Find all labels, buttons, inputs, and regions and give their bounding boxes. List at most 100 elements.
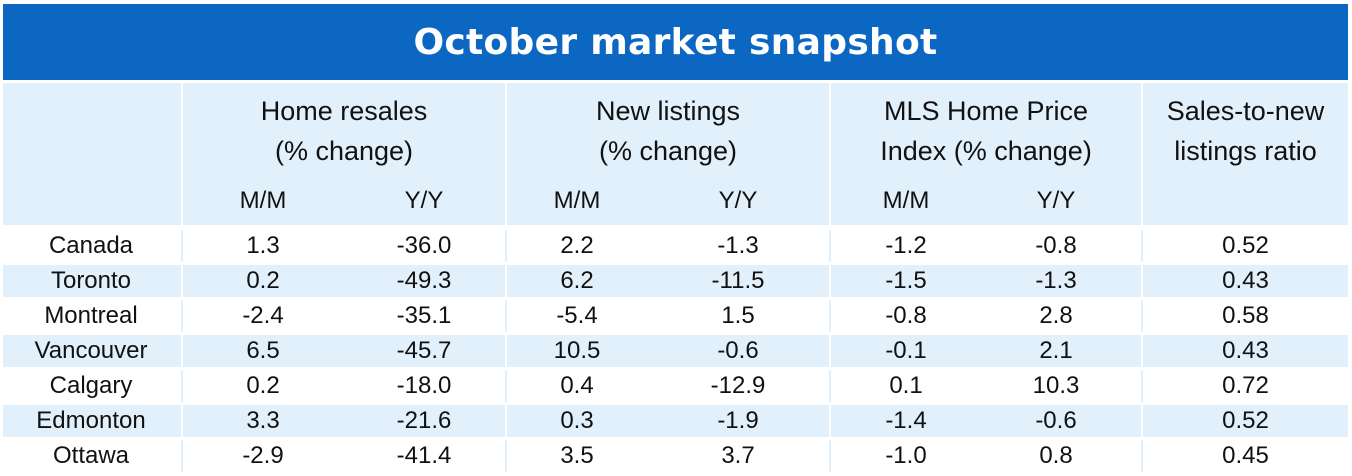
header-mls-hpi: MLS Home Price Index (% change) (831, 91, 1141, 171)
header-new-listings-line1: New listings (595, 96, 741, 126)
cell-resales-mm: 0.2 (246, 372, 280, 399)
column-divider (829, 335, 831, 367)
cell-resales-yy: -36.0 (396, 232, 452, 259)
column-divider (1141, 300, 1143, 332)
cell-resales-mm: 3.3 (246, 407, 280, 434)
column-divider (505, 335, 507, 367)
cell-mls-yy: 2.8 (1039, 302, 1073, 329)
row-city-name: Edmonton (36, 407, 146, 434)
subheader-resales-yy: Y/Y (404, 187, 444, 214)
cell-mls-mm: 0.1 (889, 372, 923, 399)
column-divider (1141, 265, 1143, 297)
row-city-name: Calgary (49, 372, 133, 399)
header-home-resales-line2: (% change) (274, 136, 414, 166)
cell-resales-yy: -45.7 (396, 337, 452, 364)
column-divider (505, 405, 507, 437)
column-divider (829, 230, 831, 262)
cell-sales-to-new-ratio: 0.58 (1222, 302, 1269, 329)
column-divider (181, 335, 183, 367)
cell-mls-yy: -1.3 (1035, 267, 1077, 294)
column-divider (181, 230, 183, 262)
column-divider (829, 300, 831, 332)
cell-listings-mm: 6.2 (560, 267, 594, 294)
column-divider (181, 83, 183, 225)
column-divider (829, 83, 831, 225)
cell-listings-yy: 3.7 (721, 442, 755, 469)
header-ratio-line2: listings ratio (1174, 136, 1317, 166)
cell-listings-mm: 3.5 (560, 442, 594, 469)
cell-resales-yy: -41.4 (396, 442, 452, 469)
column-divider (181, 370, 183, 402)
row-city-name: Canada (48, 232, 134, 259)
column-divider (505, 230, 507, 262)
cell-listings-yy: -11.5 (711, 267, 765, 294)
cell-resales-mm: 1.3 (246, 232, 280, 259)
subheader-resales-mm: M/M (239, 187, 287, 214)
cell-listings-yy: 1.5 (721, 302, 755, 329)
header-sales-to-new-listings: Sales-to-new listings ratio (1143, 91, 1348, 171)
table-row: Montreal -2.4 -35.1 -5.4 1.5 -0.8 2.8 0.58 (3, 300, 1348, 332)
header-home-resales-line1: Home resales (260, 96, 428, 126)
cell-resales-yy: -21.6 (396, 407, 452, 434)
cell-resales-mm: -2.4 (242, 302, 284, 329)
column-divider (181, 440, 183, 472)
column-divider (1141, 83, 1143, 225)
cell-resales-mm: 6.5 (246, 337, 280, 364)
row-city-name: Ottawa (52, 442, 130, 469)
column-divider (829, 370, 831, 402)
cell-resales-yy: -35.1 (396, 302, 452, 329)
cell-resales-mm: 0.2 (246, 267, 280, 294)
cell-sales-to-new-ratio: 0.45 (1222, 442, 1269, 469)
column-divider (505, 83, 507, 225)
subheader-listings-yy: Y/Y (718, 187, 758, 214)
cell-mls-yy: -0.6 (1035, 407, 1077, 434)
cell-listings-mm: 0.4 (560, 372, 594, 399)
cell-resales-mm: -2.9 (242, 442, 284, 469)
column-divider (1141, 440, 1143, 472)
cell-mls-mm: -1.4 (885, 407, 927, 434)
cell-mls-mm: -1.0 (885, 442, 927, 469)
header-mls-hpi-line2: Index (% change) (880, 136, 1092, 166)
column-divider (505, 265, 507, 297)
cell-listings-yy: -12.9 (710, 372, 766, 399)
column-divider (829, 265, 831, 297)
column-divider (1141, 230, 1143, 262)
column-divider (829, 405, 831, 437)
table-row: Vancouver 6.5 -45.7 10.5 -0.6 -0.1 2.1 0.43 (3, 335, 1348, 367)
header-new-listings-line2: (% change) (598, 136, 738, 166)
header-new-listings: New listings (% change) (507, 91, 829, 171)
row-city-name: Vancouver (34, 337, 148, 364)
market-snapshot-table: October market snapshot Home resales (% … (3, 4, 1348, 472)
header-home-resales: Home resales (% change) (183, 91, 505, 171)
column-divider (1141, 335, 1143, 367)
column-divider (829, 440, 831, 472)
cell-listings-yy: -1.9 (717, 407, 759, 434)
cell-mls-mm: -0.8 (885, 302, 927, 329)
cell-resales-yy: -18.0 (396, 372, 452, 399)
header-ratio-line1: Sales-to-new (1166, 96, 1325, 126)
column-divider (505, 370, 507, 402)
cell-listings-yy: -1.3 (717, 232, 759, 259)
cell-listings-mm: 2.2 (560, 232, 594, 259)
column-divider (181, 300, 183, 332)
column-divider (181, 405, 183, 437)
cell-sales-to-new-ratio: 0.72 (1222, 372, 1269, 399)
column-divider (181, 265, 183, 297)
cell-mls-mm: -1.5 (885, 267, 927, 294)
cell-sales-to-new-ratio: 0.43 (1222, 337, 1269, 364)
cell-mls-yy: -0.8 (1035, 232, 1077, 259)
cell-listings-yy: -0.6 (717, 337, 759, 364)
cell-sales-to-new-ratio: 0.52 (1222, 232, 1269, 259)
table-row: Edmonton 3.3 -21.6 0.3 -1.9 -1.4 -0.6 0.52 (3, 405, 1348, 437)
table-row: Toronto 0.2 -49.3 6.2 -11.5 -1.5 -1.3 0.43 (3, 265, 1348, 297)
cell-mls-yy: 2.1 (1039, 337, 1073, 364)
row-city-name: Montreal (44, 302, 138, 329)
cell-sales-to-new-ratio: 0.43 (1222, 267, 1269, 294)
table-row: Calgary 0.2 -18.0 0.4 -12.9 0.1 10.3 0.72 (3, 370, 1348, 402)
cell-listings-mm: 10.5 (553, 337, 601, 364)
cell-mls-mm: -0.1 (885, 337, 927, 364)
cell-listings-mm: -5.4 (556, 302, 598, 329)
header-mls-hpi-line1: MLS Home Price (883, 96, 1089, 126)
cell-listings-mm: 0.3 (560, 407, 594, 434)
table-title: October market snapshot (3, 4, 1348, 80)
